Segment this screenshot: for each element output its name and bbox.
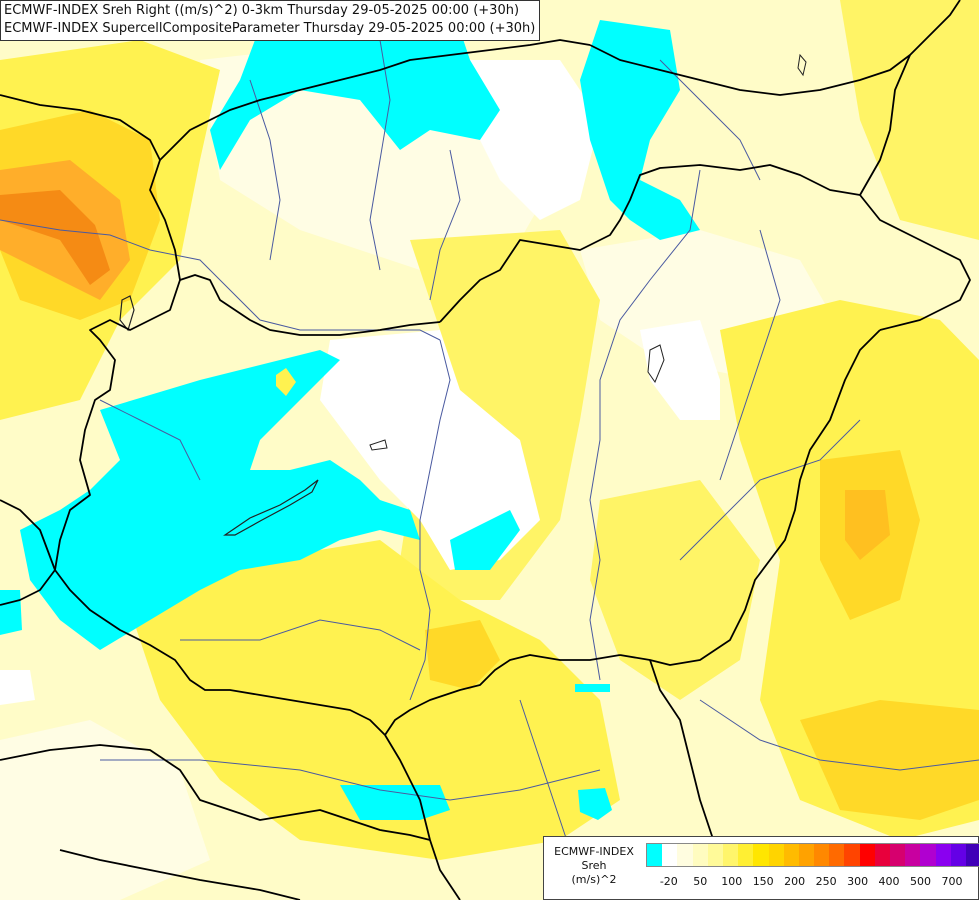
legend-swatch bbox=[829, 844, 845, 866]
border-bosnia-south bbox=[59, 849, 301, 900]
legend-color-scale bbox=[646, 843, 979, 867]
river-northeast bbox=[659, 59, 761, 181]
legend-swatch bbox=[950, 844, 966, 866]
gold-region-south bbox=[425, 620, 500, 690]
cyan-region-southwest-edge bbox=[0, 590, 22, 635]
legend-title: ECMWF-INDEX bbox=[554, 845, 634, 858]
border-serbia-bosnia bbox=[384, 734, 461, 900]
lake-small-north bbox=[369, 439, 388, 451]
pale-region-southwest bbox=[0, 720, 210, 900]
river-vah bbox=[369, 39, 391, 271]
map-title-line-2: ECMWF-INDEX SupercellCompositeParameter … bbox=[4, 21, 536, 36]
border-ukraine-south bbox=[859, 54, 971, 331]
river-drava bbox=[180, 619, 421, 651]
legend-swatch bbox=[859, 844, 875, 866]
legend-swatch bbox=[935, 844, 951, 866]
legend-tick-label: 400 bbox=[878, 875, 900, 888]
river-southeast bbox=[699, 699, 979, 771]
border-hungary-croatia bbox=[54, 569, 386, 736]
legend-swatch bbox=[753, 844, 769, 866]
river-tisza bbox=[589, 169, 701, 681]
legend-tick-label: 700 bbox=[941, 875, 963, 888]
legend-swatch bbox=[677, 844, 693, 866]
legend-swatch bbox=[965, 844, 979, 866]
legend-tick-label: 250 bbox=[815, 875, 837, 888]
legend-tick-labels: -20 50 100 150 200 250 300 400 500 700 bbox=[646, 875, 976, 889]
legend-tick-label: 100 bbox=[721, 875, 743, 888]
border-croatia-bosnia bbox=[0, 744, 431, 841]
river-east-2 bbox=[679, 419, 861, 561]
border-poland-ukraine bbox=[589, 0, 961, 96]
yellow-island-in-cyan bbox=[276, 368, 296, 396]
legend-swatch bbox=[874, 844, 890, 866]
lake-small-center bbox=[647, 344, 665, 384]
legend-swatch bbox=[707, 844, 723, 866]
border-hungary-austria-west bbox=[54, 279, 181, 571]
map-title-line-1: ECMWF-INDEX Sreh Right ((m/s)^2) 0-3km T… bbox=[4, 3, 520, 18]
legend-tick-label: 50 bbox=[693, 875, 708, 888]
lake-neusiedl bbox=[119, 295, 135, 332]
legend-swatch bbox=[738, 844, 754, 866]
border-slovenia bbox=[0, 499, 56, 606]
legend-units: (m/s)^2 bbox=[571, 873, 617, 886]
border-slovakia-hungary bbox=[439, 164, 861, 323]
legend-swatch bbox=[647, 844, 663, 866]
cyan-region-northeast bbox=[580, 20, 700, 240]
legend-swatch bbox=[768, 844, 784, 866]
gold-region-southeast bbox=[800, 700, 979, 820]
cyan-region-north bbox=[210, 0, 500, 170]
legend-swatch bbox=[722, 844, 739, 866]
legend-tick-label: 300 bbox=[847, 875, 869, 888]
yellow-region-northeast bbox=[840, 0, 979, 240]
border-hungary-serbia bbox=[384, 654, 621, 736]
color-legend: ECMWF-INDEX Sreh (m/s)^2 -20 50 100 150 200 2… bbox=[543, 836, 979, 900]
cyan-region-west bbox=[20, 350, 420, 650]
legend-swatch bbox=[920, 844, 936, 866]
legend-swatch bbox=[844, 844, 860, 866]
river-sava bbox=[100, 759, 601, 801]
deep-orange-core-northwest bbox=[0, 190, 110, 285]
white-region-corner bbox=[0, 670, 35, 705]
white-region-center bbox=[320, 330, 540, 570]
legend-swatch bbox=[692, 844, 708, 866]
legend-title-block: ECMWF-INDEX Sreh (m/s)^2 bbox=[548, 845, 640, 887]
river-west-small bbox=[99, 399, 201, 481]
yellow-region-south bbox=[120, 540, 620, 860]
legend-swatch bbox=[798, 844, 815, 866]
legend-swatch bbox=[814, 844, 830, 866]
orange-core-east bbox=[845, 490, 890, 560]
border-slovakia-north bbox=[159, 39, 591, 161]
legend-swatch bbox=[783, 844, 799, 866]
map-title-box: ECMWF-INDEX Sreh Right ((m/s)^2) 0-3km T… bbox=[0, 0, 541, 41]
border-austria-czech bbox=[0, 94, 441, 336]
legend-variable: Sreh bbox=[581, 859, 607, 872]
river-east-1 bbox=[719, 229, 781, 481]
river-danube-central bbox=[409, 339, 451, 701]
yellow-region-southeast bbox=[590, 480, 760, 700]
legend-tick-label: -20 bbox=[659, 875, 678, 888]
legend-tick-label: 500 bbox=[910, 875, 931, 888]
river-hron bbox=[429, 149, 461, 301]
legend-swatch bbox=[905, 844, 921, 866]
border-hungary-romania bbox=[619, 329, 881, 666]
legend-swatch bbox=[662, 844, 678, 866]
rivers bbox=[0, 39, 979, 881]
cyan-region-southeast bbox=[578, 788, 612, 820]
lake-balaton bbox=[223, 479, 319, 536]
river-morava bbox=[249, 79, 281, 261]
legend-swatch bbox=[890, 844, 906, 866]
legend-tick-label: 150 bbox=[752, 875, 774, 888]
cyan-region-center-south bbox=[450, 510, 520, 570]
cyan-region-small-east bbox=[575, 684, 610, 692]
legend-tick-label: 200 bbox=[784, 875, 806, 888]
lake-small-east bbox=[797, 53, 807, 77]
